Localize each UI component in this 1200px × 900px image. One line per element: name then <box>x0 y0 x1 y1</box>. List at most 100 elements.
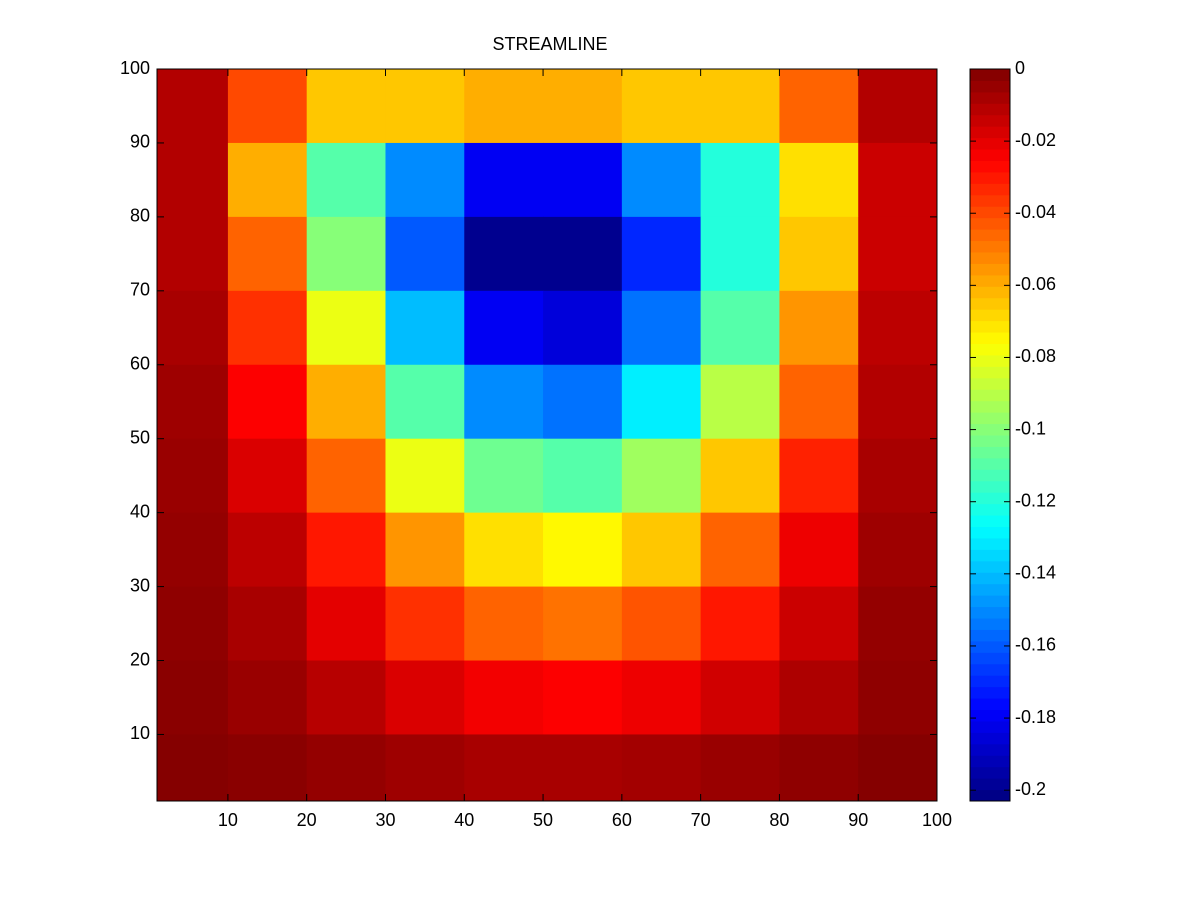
cell <box>385 438 465 514</box>
colorbar-tick-label: -0.1 <box>1015 418 1046 438</box>
cell <box>543 69 623 144</box>
cell <box>464 142 544 218</box>
colorbar-swatch <box>970 366 1010 379</box>
colorbar-swatch <box>970 286 1010 299</box>
colorbar-swatch <box>970 412 1010 425</box>
colorbar-swatch <box>970 171 1010 184</box>
cell <box>385 660 465 735</box>
colorbar-swatch <box>970 343 1010 356</box>
cell <box>306 142 386 218</box>
cell <box>700 438 780 514</box>
cell <box>621 364 702 440</box>
colorbar-tick-label: -0.12 <box>1015 490 1056 510</box>
colorbar-swatch <box>970 217 1010 230</box>
colorbar-frame <box>969 68 1011 802</box>
colorbar-swatch <box>970 240 1010 253</box>
colorbar-swatch <box>970 675 1010 688</box>
x-tick-label: 50 <box>533 810 553 830</box>
cell <box>306 69 386 144</box>
colorbar-swatch <box>970 194 1010 207</box>
cell <box>779 438 859 514</box>
colorbar-swatch <box>970 503 1010 516</box>
cell <box>464 512 544 588</box>
cell <box>227 69 308 144</box>
x-tick-label: 20 <box>297 810 317 830</box>
colorbar-swatch <box>970 435 1010 447</box>
colorbar-swatch <box>970 309 1010 322</box>
x-tick-label: 80 <box>769 810 789 830</box>
cell <box>621 512 702 588</box>
cell <box>621 142 702 218</box>
colorbar-swatch <box>970 618 1010 630</box>
cell <box>464 364 544 440</box>
colorbar-swatch <box>970 583 1010 596</box>
colorbar-swatch <box>970 766 1010 779</box>
colorbar-swatch <box>970 149 1010 161</box>
cell <box>543 438 623 514</box>
cell <box>700 142 780 218</box>
colorbar-swatch <box>970 572 1010 585</box>
cell <box>464 734 544 802</box>
cell <box>858 734 938 802</box>
cell <box>779 142 859 218</box>
colorbar-swatch <box>970 332 1010 344</box>
colorbar-swatch <box>970 91 1010 104</box>
colorbar-swatch <box>970 103 1010 116</box>
y-tick-label: 60 <box>130 354 150 374</box>
cell <box>700 69 780 144</box>
cell <box>543 142 623 218</box>
colorbar-swatch <box>970 377 1010 390</box>
colorbar: 0 -0.02 -0.04 -0.06 -0.08 -0.1 -0.12 -0.14 -0.16… <box>969 58 1056 802</box>
colorbar-swatch <box>970 126 1010 139</box>
cell <box>385 734 465 802</box>
cell <box>700 586 780 662</box>
colorbar-tick-label: 0 <box>1015 58 1025 78</box>
colorbar-swatch <box>970 354 1010 367</box>
x-tick-label: 60 <box>612 810 632 830</box>
cell <box>543 586 623 662</box>
cell <box>621 438 702 514</box>
colorbar-swatch <box>970 252 1010 264</box>
x-tick-label: 90 <box>848 810 868 830</box>
cell <box>543 290 623 366</box>
colorbar-swatch <box>970 423 1010 436</box>
colorbar-swatch <box>970 206 1010 219</box>
plot-frame <box>156 68 938 802</box>
colorbar-swatch <box>970 709 1010 722</box>
colorbar-swatch <box>970 755 1010 768</box>
colorbar-tick-label: -0.2 <box>1015 779 1046 799</box>
y-tick-label: 100 <box>120 58 150 78</box>
cell <box>700 290 780 366</box>
cell <box>306 660 386 735</box>
cell <box>227 438 308 514</box>
cell <box>227 734 308 802</box>
cell <box>779 660 859 735</box>
colorbar-swatch <box>970 606 1010 619</box>
y-tick-label: 50 <box>130 427 150 447</box>
cell <box>306 290 386 366</box>
cell <box>543 364 623 440</box>
colorbar-swatch <box>970 469 1010 482</box>
cell <box>306 364 386 440</box>
colorbar-tick-label: -0.06 <box>1015 274 1056 294</box>
cell <box>157 290 229 366</box>
cell <box>858 586 938 662</box>
cell <box>621 290 702 366</box>
cell <box>306 734 386 802</box>
cell <box>779 586 859 662</box>
cell <box>543 512 623 588</box>
colorbar-tick-label: -0.04 <box>1015 202 1056 222</box>
colorbar-tick-label: -0.18 <box>1015 707 1056 727</box>
colorbar-swatch <box>970 789 1010 802</box>
cell <box>227 512 308 588</box>
colorbar-swatch <box>970 274 1010 287</box>
colorbar-tick-label: -0.08 <box>1015 346 1056 366</box>
cell <box>464 69 544 144</box>
cell <box>385 216 465 292</box>
cell <box>157 660 229 735</box>
colorbar-swatch <box>970 69 1010 81</box>
x-tick-label: 100 <box>922 810 952 830</box>
cell <box>858 142 938 218</box>
cell <box>227 586 308 662</box>
colorbar-swatch <box>970 549 1010 562</box>
